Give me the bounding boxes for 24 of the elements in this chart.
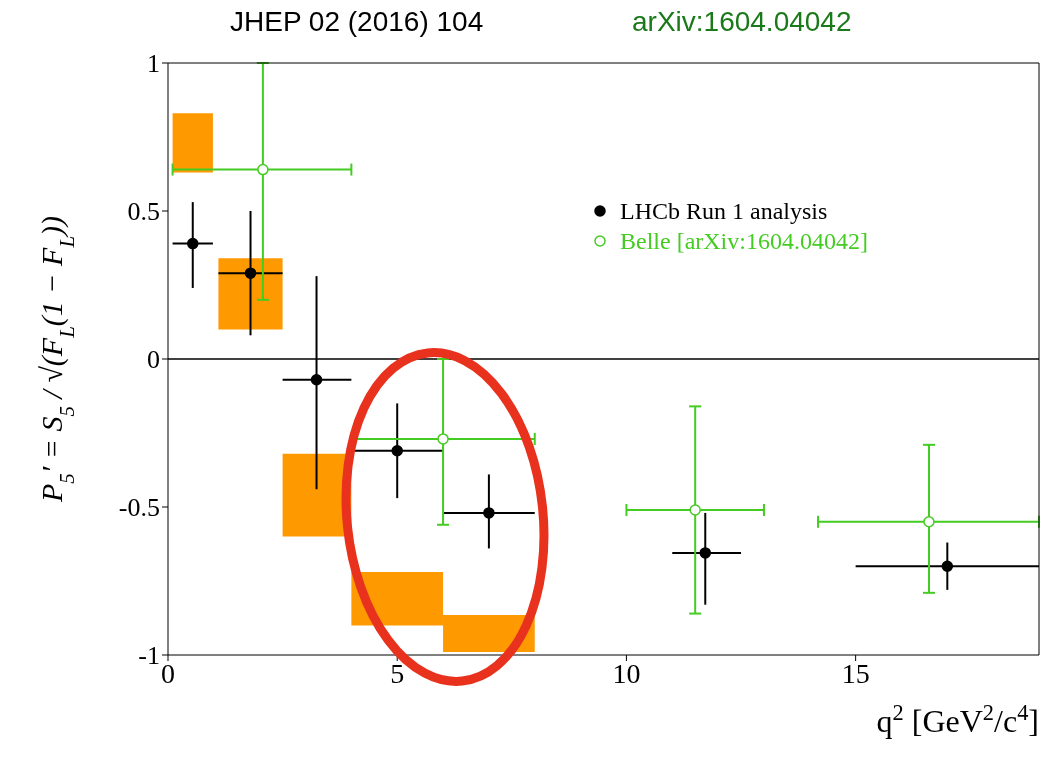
- text: JHEP 02 (2016) 104: [230, 6, 484, 38]
- point: [483, 507, 495, 519]
- legend-label: Belle [arXiv:1604.04042]: [620, 227, 868, 255]
- legend-label: LHCb Run 1 analysis: [620, 197, 828, 225]
- x-tick-label: 15: [841, 657, 870, 689]
- point: [437, 433, 449, 445]
- point: [689, 504, 701, 516]
- y-tick-label: 0: [147, 345, 160, 375]
- point: [257, 163, 269, 176]
- point: [391, 445, 403, 457]
- y-tick-label: -0.5: [118, 493, 160, 523]
- x-tick-label: 5: [390, 657, 405, 689]
- x-axis-title: q$^{2}$ [GeV$^{2}$/c$^{4}$]: [876, 699, 1039, 739]
- point: [941, 560, 954, 572]
- point: [310, 373, 323, 386]
- point: [244, 267, 257, 279]
- point: [187, 237, 199, 250]
- x-tick-label: 10: [612, 657, 641, 689]
- y-tick-label: 1: [147, 49, 160, 79]
- point: [923, 516, 935, 528]
- y-tick-label: 0.5: [127, 197, 160, 227]
- y-tick-label: -1: [138, 641, 160, 671]
- text: arXiv:1604.04042: [632, 6, 852, 38]
- point: [699, 547, 712, 559]
